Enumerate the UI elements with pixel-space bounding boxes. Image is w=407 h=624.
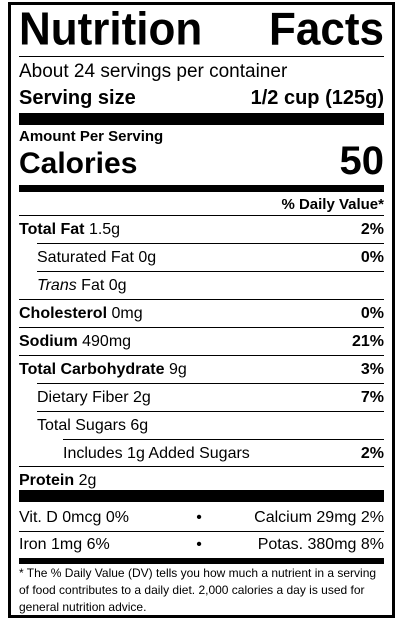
- nutrient-row-cholesterol: Cholesterol 0mg 0%: [19, 299, 384, 327]
- calories-label: Calories: [19, 147, 138, 180]
- potassium: Potas. 380mg 8%: [257, 536, 384, 553]
- nutrient-name: Total Sugars 6g: [37, 416, 149, 434]
- nutrient-row-total-sugars: Total Sugars 6g: [37, 411, 384, 439]
- calories-value: 50: [339, 139, 385, 183]
- nutrient-name: Cholesterol 0mg: [19, 304, 143, 322]
- nutrient-row-saturated-fat: Saturated Fat 0g 0%: [37, 243, 384, 271]
- serving-size-label: Serving size: [19, 87, 136, 109]
- nutrient-name: Total Carbohydrate 9g: [19, 360, 187, 378]
- calcium: Calcium 29mg 2%: [254, 509, 384, 526]
- thick-divider-2: [19, 185, 384, 192]
- nutrient-row-dietary-fiber: Dietary Fiber 2g 7%: [37, 383, 384, 411]
- calories-row: Calories 50: [19, 139, 385, 183]
- nutrient-row-added-sugars: Includes 1g Added Sugars 2%: [63, 439, 384, 467]
- serving-size-row: Serving size 1/2 cup (125g): [19, 86, 384, 110]
- nutrient-dv: 7%: [360, 388, 384, 406]
- title-word-facts: Facts: [269, 3, 384, 56]
- nutrient-row-total-fat: Total Fat 1.5g 2%: [19, 215, 384, 243]
- nutrient-name: Includes 1g Added Sugars: [63, 444, 250, 462]
- amount-per-serving: Amount Per Serving: [19, 128, 164, 145]
- nutrient-dv: 21%: [351, 332, 384, 350]
- vitamin-row-1: Vit. D 0mcg 0% • Calcium 29mg 2%: [19, 505, 384, 531]
- nutrient-dv: 2%: [360, 220, 384, 238]
- bullet: •: [196, 536, 202, 553]
- nutrient-name: Sodium 490mg: [19, 332, 132, 350]
- label-title: Nutrition Facts: [19, 5, 384, 55]
- nutrient-row-trans-fat: Trans Fat 0g: [37, 271, 384, 299]
- thick-divider-3: [19, 490, 384, 502]
- nutrient-row-total-carbohydrate: Total Carbohydrate 9g 3%: [19, 355, 384, 383]
- nutrient-name: Saturated Fat 0g: [37, 248, 157, 266]
- nutrition-facts-label: Nutrition Facts About 24 servings per co…: [8, 2, 395, 618]
- title-word-nutrition: Nutrition: [19, 3, 203, 56]
- nutrient-dv: 0%: [360, 304, 384, 322]
- thick-divider-1: [19, 113, 384, 125]
- servings-per-container: About 24 servings per container: [19, 61, 288, 82]
- nutrient-dv: 0%: [360, 248, 384, 266]
- iron: Iron 1mg 6%: [19, 536, 110, 553]
- serving-size-value: 1/2 cup (125g): [250, 87, 384, 109]
- nutrient-name: Protein 2g: [19, 471, 97, 489]
- nutrient-row-sodium: Sodium 490mg 21%: [19, 327, 384, 355]
- title-divider: [19, 56, 384, 57]
- nutrient-name: Total Fat 1.5g: [19, 220, 121, 238]
- bullet: •: [196, 509, 202, 526]
- vitamin-d: Vit. D 0mcg 0%: [19, 509, 129, 526]
- nutrient-dv: 2%: [360, 444, 384, 462]
- daily-value-header: % Daily Value*: [281, 196, 384, 213]
- nutrient-dv: 3%: [360, 360, 384, 378]
- nutrient-name: Dietary Fiber 2g: [37, 388, 151, 406]
- vitamin-row-2: Iron 1mg 6% • Potas. 380mg 8%: [19, 531, 384, 558]
- thick-divider-4: [19, 558, 384, 564]
- nutrient-name: Trans Fat 0g: [37, 276, 127, 294]
- nutrient-row-protein: Protein 2g: [19, 466, 384, 494]
- footnote: * The % Daily Value (DV) tells you how m…: [19, 566, 377, 614]
